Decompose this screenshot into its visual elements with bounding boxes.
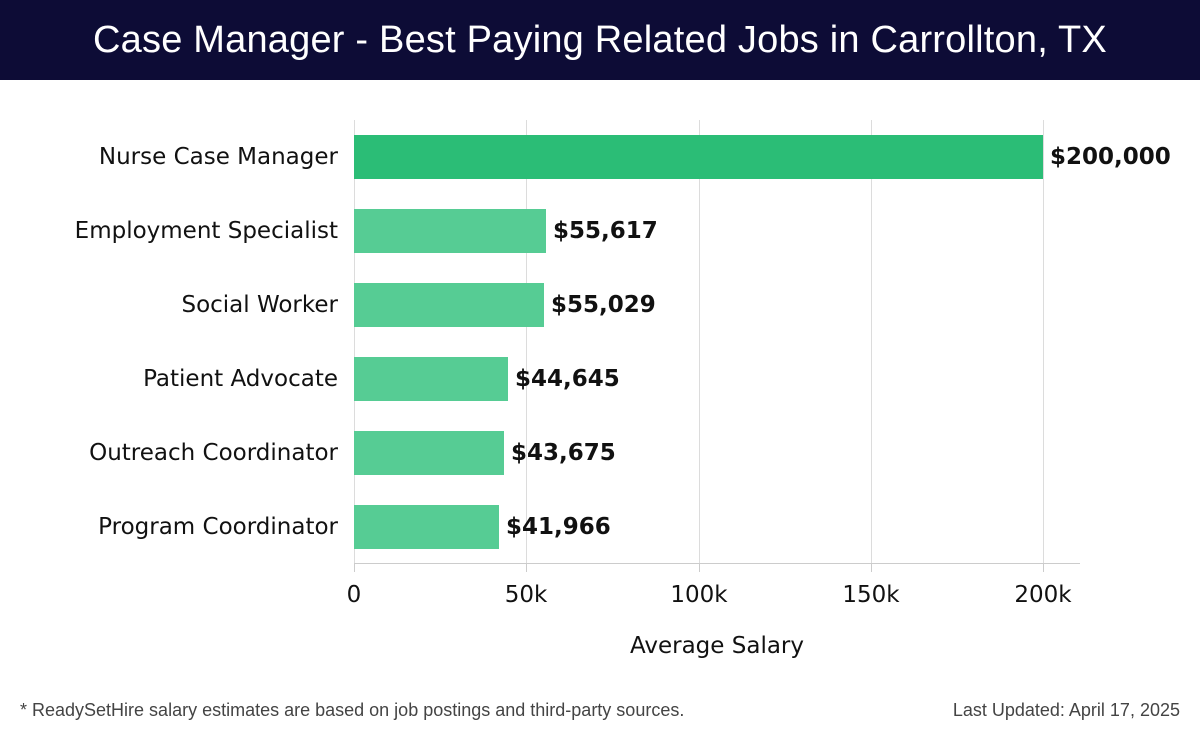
x-tick [354,564,355,572]
value-label: $41,966 [506,514,611,540]
bar [354,505,499,549]
x-tick-label: 150k [842,582,900,608]
gridline [871,120,872,568]
gridline [526,120,527,568]
bar [354,431,504,475]
last-updated: Last Updated: April 17, 2025 [952,700,1180,720]
value-label: $55,029 [551,292,656,318]
category-label: Patient Advocate [143,366,338,392]
category-label: Outreach Coordinator [89,440,338,466]
bar [354,209,546,253]
x-axis-title: Average Salary [629,633,804,659]
value-label: $44,645 [515,366,620,392]
x-tick [526,564,527,572]
x-tick-label: 0 [346,582,362,608]
gridline [1043,120,1044,568]
source-note: * ReadySetHire salary estimates are base… [20,700,685,720]
gridline [354,120,355,568]
chart-title: Case Manager - Best Paying Related Jobs … [93,18,1107,61]
category-label: Employment Specialist [74,218,338,244]
category-label: Social Worker [181,292,338,318]
x-tick-label: 50k [504,582,548,608]
bar [354,135,1043,179]
category-label: Nurse Case Manager [98,144,338,170]
x-tick [871,564,872,572]
bar [354,283,544,327]
x-tick-label: 200k [1014,582,1072,608]
chart-header: Case Manager - Best Paying Related Jobs … [0,0,1200,80]
gridline [699,120,700,568]
value-label: $43,675 [511,440,616,466]
x-tick [1043,564,1044,572]
bar [354,357,508,401]
category-label: Program Coordinator [98,514,338,540]
value-label: $200,000 [1050,144,1171,170]
x-axis-line [354,563,1080,564]
x-tick-label: 100k [670,582,728,608]
x-tick [699,564,700,572]
value-label: $55,617 [553,218,658,244]
bar-chart: 0 50k 100k 150k 200k Average Salary Nurse Case… [0,80,1200,690]
